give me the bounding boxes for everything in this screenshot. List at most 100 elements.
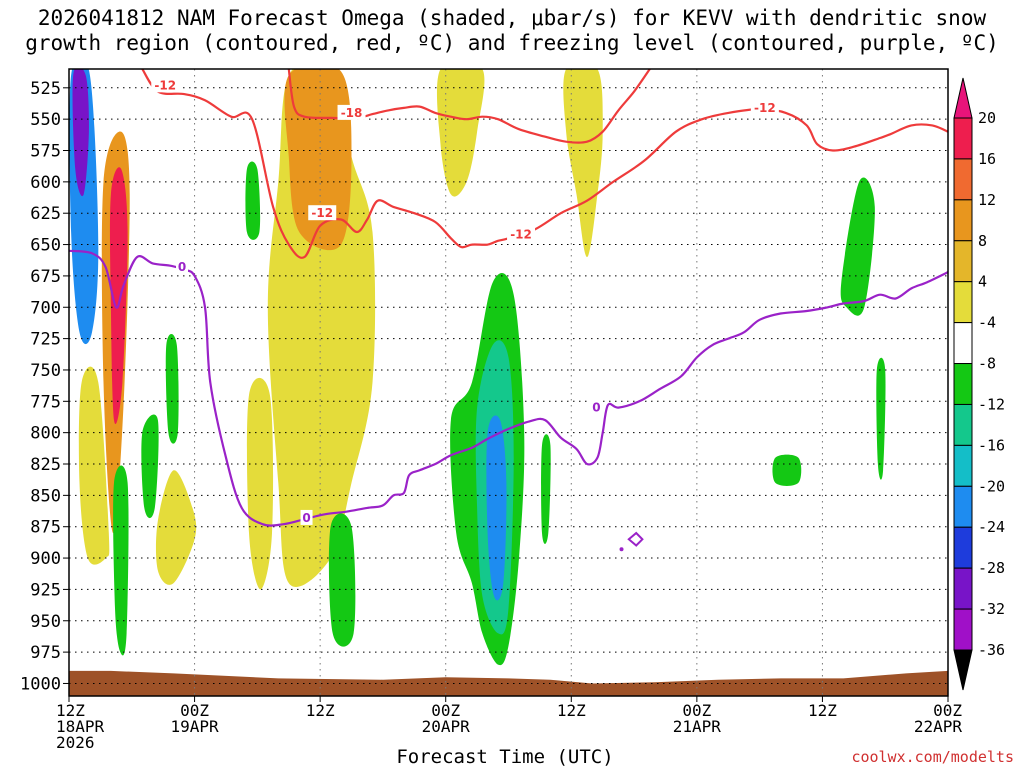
colorbar-label: -28: [978, 559, 1005, 577]
chart-title: 2026041812 NAM Forecast Omega (shaded, μ…: [0, 6, 1024, 56]
contour-label: -12: [754, 101, 776, 115]
y-tick-label: 575: [30, 142, 61, 162]
colorbar-swatch: [953, 199, 973, 242]
y-tick-label: 700: [30, 298, 61, 318]
omega-region: [113, 465, 129, 656]
colorbar-swatch: [953, 363, 973, 405]
contour-label-bg: [337, 104, 366, 120]
y-tick-label: 625: [30, 204, 61, 224]
x-tick-label: 00Z: [682, 701, 711, 720]
colorbar-swatch: [953, 322, 973, 365]
ground-surface: [69, 670, 948, 696]
y-tick-label: 800: [30, 424, 61, 444]
x-tick-label: 00Z: [933, 701, 962, 720]
omega-region: [436, 69, 485, 197]
x-tick-label: 12Z: [56, 701, 85, 720]
omega-region: [155, 470, 197, 585]
colorbar: 20 16 12 8 4 -4 -8 -12 -16 -20 -24 -28 -32 -36: [953, 77, 1005, 691]
omega-region: [486, 415, 507, 601]
colorbar-swatch: [953, 444, 973, 487]
colorbar-label: -12: [978, 395, 1005, 413]
colorbar-label: 12: [978, 191, 996, 209]
credit-text: coolwx.com/modelts: [851, 748, 1014, 766]
omega-region: [72, 69, 89, 196]
y-tick-label: 975: [30, 643, 61, 663]
y-tick-label: 525: [30, 79, 61, 99]
y-tick-label: 850: [30, 486, 61, 506]
grid-layer: [69, 69, 948, 696]
y-tick-label: 900: [30, 549, 61, 569]
x-tick-label: 12Z: [808, 701, 837, 720]
colorbar-swatch: [953, 281, 973, 324]
omega-region: [245, 161, 261, 240]
x-tick-label: 19APR: [170, 717, 219, 736]
omega-region: [141, 414, 159, 519]
colorbar-label: 16: [978, 150, 996, 168]
x-tick-label: 18APR: [56, 717, 105, 736]
y-tick-label: 775: [30, 392, 61, 412]
colorbar-swatch: [953, 526, 973, 569]
omega-region: [78, 366, 110, 565]
contour-label: 0: [592, 401, 600, 415]
x-tick-label: 00Z: [180, 701, 209, 720]
y-tick-label: 950: [30, 612, 61, 632]
contour-label-bg: [590, 399, 603, 415]
x-tick-label: 21APR: [673, 717, 722, 736]
contour-label-layer: -12 -18 -12 -12 -12 0 0 0: [151, 77, 779, 525]
colorbar-label: 4: [978, 273, 987, 291]
y-tick-label: 600: [30, 173, 61, 193]
x-tick-label: 00Z: [431, 701, 460, 720]
colorbar-label: -4: [978, 314, 996, 332]
dgz-contour: [141, 69, 948, 259]
omega-region: [246, 377, 274, 590]
y-tick-label: 825: [30, 455, 61, 475]
colorbar-label: -20: [978, 477, 1005, 495]
x-tick-label: 20APR: [422, 717, 471, 736]
contour-label-bg: [176, 259, 189, 275]
colorbar-swatch: [953, 158, 973, 201]
colorbar-swatch: [953, 608, 973, 651]
y-tick-label: 650: [30, 236, 61, 256]
omega-region: [840, 177, 875, 316]
x-tick-label: 12Z: [557, 701, 586, 720]
contour-label-bg: [308, 205, 337, 221]
x-tick-label: 2026: [56, 733, 95, 752]
y-tick-label: 750: [30, 361, 61, 381]
freezing-level-contour: [69, 249, 948, 527]
title-line-1: 2026041812 NAM Forecast Omega (shaded, μ…: [37, 6, 987, 30]
title-line-2: growth region (contoured, red, ºC) and f…: [25, 31, 999, 55]
y-tick-label: 675: [30, 267, 61, 287]
colorbar-label: -32: [978, 600, 1005, 618]
y-tick-label: 1000: [20, 674, 61, 694]
colorbar-swatch: [953, 567, 973, 610]
contour-label: -12: [510, 228, 532, 242]
omega-region: [109, 167, 128, 425]
contour-label-bg: [151, 77, 180, 93]
colorbar-swatch: [953, 403, 973, 446]
colorbar-bottom-arrow: [953, 649, 973, 691]
colorbar-swatch: [953, 240, 973, 283]
contour-label: -12: [154, 78, 176, 92]
contour-label: -12: [311, 206, 333, 220]
omega-region: [876, 357, 886, 480]
y-tick-label: 875: [30, 518, 61, 538]
x-tick-label: 22APR: [914, 717, 963, 736]
ground-layer: [69, 670, 948, 696]
x-tick-label: 12Z: [306, 701, 335, 720]
colorbar-swatch: [953, 117, 973, 160]
contour-label-bg: [507, 226, 536, 242]
y-tick-label: 725: [30, 330, 61, 350]
colorbar-top-arrow: [953, 77, 973, 119]
y-tick-label: 550: [30, 110, 61, 130]
omega-region: [284, 69, 352, 250]
omega-region: [328, 513, 356, 647]
colorbar-label: -36: [978, 641, 1005, 659]
plot-frame: [68, 68, 949, 697]
x-axis-label: Forecast Time (UTC): [396, 746, 614, 768]
contour-label: 0: [178, 260, 186, 274]
omega-region: [541, 434, 551, 544]
freezing-level-dot: [619, 547, 624, 552]
y-axis: 525 550 575 600 625 650 675 700 725 750 775 800 825 8…: [20, 79, 69, 694]
